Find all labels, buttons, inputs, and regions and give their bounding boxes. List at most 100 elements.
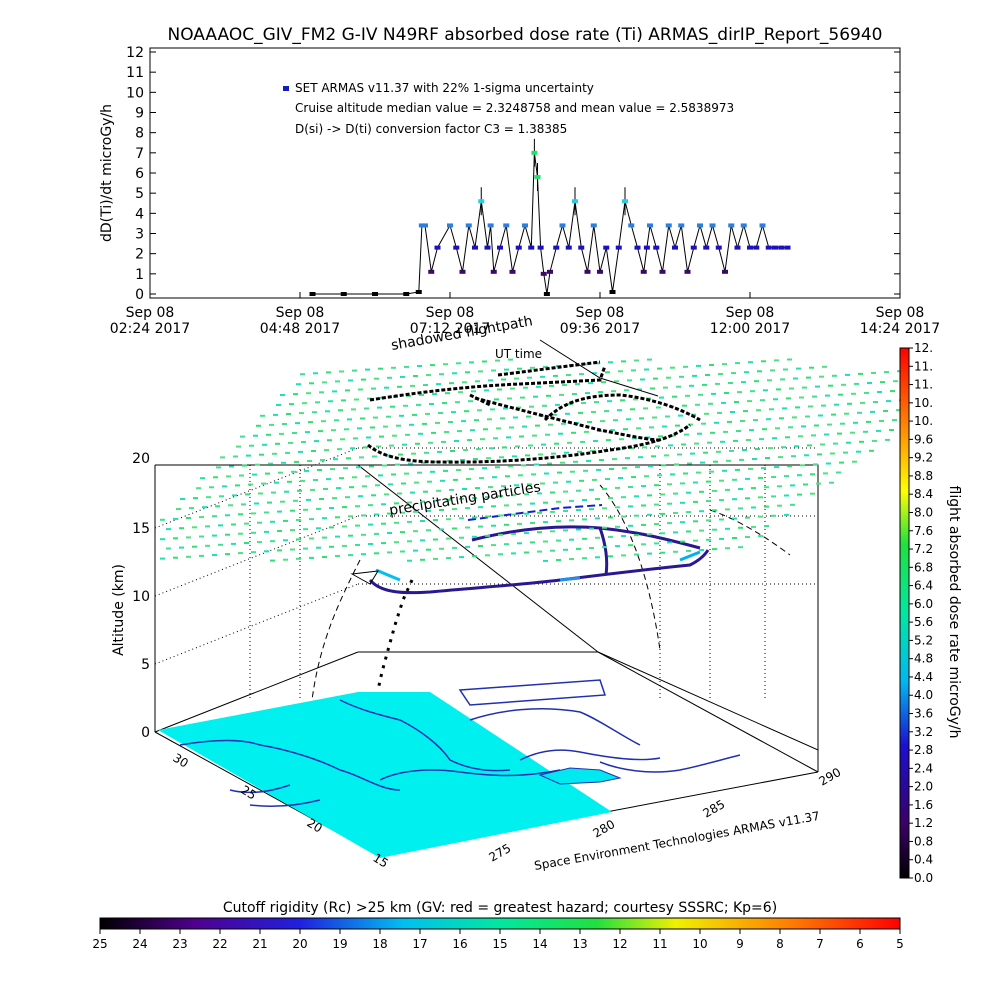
- particle-dash: [407, 501, 412, 504]
- particle-dash: [283, 539, 288, 542]
- colorbar-vertical-tick-label: 5.2: [914, 633, 933, 647]
- colorbar-horizontal-tick-label: 14: [532, 937, 547, 951]
- dose-point: [684, 269, 691, 274]
- particle-dash: [173, 537, 178, 540]
- particle-dash: [297, 489, 302, 492]
- particle-dash: [641, 543, 646, 546]
- particle-dash: [730, 411, 735, 413]
- particle-dash: [483, 428, 488, 431]
- particle-dash: [407, 559, 412, 562]
- y-tick-label: 0: [135, 287, 144, 303]
- particle-dash: [564, 451, 569, 454]
- particle-dash: [429, 403, 434, 405]
- particle-dash: [659, 396, 664, 399]
- particle-dash: [251, 531, 256, 534]
- particle-dash: [732, 537, 737, 539]
- particle-dash: [712, 509, 717, 512]
- particle-dash: [799, 396, 804, 399]
- particle-dash: [199, 554, 204, 557]
- particle-dash: [596, 468, 601, 471]
- particle-dash: [592, 478, 597, 481]
- particle-dash: [496, 427, 501, 430]
- particle-dash: [628, 505, 633, 508]
- particle-dash: [296, 557, 301, 560]
- particle-dash: [293, 499, 298, 502]
- particle-dash: [702, 383, 707, 386]
- particle-dash: [499, 456, 504, 459]
- particle-dash: [857, 411, 862, 414]
- particle-dash: [569, 558, 574, 561]
- particle-dash: [693, 539, 698, 542]
- particle-dash: [318, 430, 323, 433]
- particle-dash: [283, 558, 288, 561]
- particle-dash: [883, 410, 888, 412]
- particle-dash: [673, 512, 678, 514]
- particle-dash: [779, 417, 784, 420]
- particle-dash: [316, 546, 321, 549]
- particle-dash: [639, 417, 644, 420]
- particle-dash: [270, 559, 275, 562]
- colorbar-horizontal-tick-label: 7: [816, 937, 824, 951]
- particle-dash: [226, 475, 231, 478]
- colorbar-vertical-tick-label: 2.4: [914, 761, 933, 775]
- particle-dash: [516, 406, 521, 409]
- particle-dash: [530, 541, 535, 544]
- particle-dash: [628, 524, 633, 527]
- particle-dash: [701, 422, 706, 425]
- particle-dash: [543, 365, 548, 368]
- particle-dash: [605, 371, 610, 374]
- particle-dash: [412, 413, 417, 416]
- altitude-tick-label: 5: [141, 657, 150, 673]
- particle-dash: [487, 418, 492, 421]
- particle-dash: [377, 406, 382, 409]
- particle-dash: [504, 504, 509, 507]
- particle-dash: [391, 473, 396, 476]
- particle-dash: [316, 527, 321, 530]
- particle-dash: [812, 395, 817, 398]
- particle-dash: [719, 499, 724, 502]
- y-tick-label: 3: [135, 227, 144, 243]
- chart-title: NOAAAOC_GIV_FM2 G-IV N49RF absorbed dose…: [168, 25, 883, 45]
- particle-dash: [345, 389, 350, 392]
- particle-dash: [334, 419, 339, 422]
- particle-dash: [309, 518, 314, 521]
- particle-dash: [785, 436, 790, 439]
- particle-dash: [376, 445, 381, 448]
- particle-dash: [329, 545, 334, 548]
- particle-dash: [548, 423, 553, 426]
- particle-dash: [494, 398, 499, 401]
- particle-dash: [186, 517, 191, 519]
- particle-dash: [462, 488, 467, 490]
- particle-dash: [879, 420, 884, 422]
- particle-dash: [379, 435, 384, 438]
- particle-dash: [864, 391, 869, 394]
- x-tick-label-date: Sep 08: [726, 305, 775, 321]
- particle-dash: [781, 446, 786, 449]
- particle-dash: [508, 358, 513, 361]
- particle-dash: [228, 504, 233, 507]
- particle-dash: [769, 408, 774, 411]
- particle-dash: [577, 450, 582, 453]
- particle-dash: [651, 455, 656, 458]
- particle-dash: [819, 375, 824, 378]
- particle-dash: [736, 430, 741, 432]
- particle-dash: [886, 400, 891, 403]
- particle-dash: [316, 507, 321, 510]
- longitude-tick-label: 280: [591, 817, 618, 841]
- particle-dash: [775, 427, 780, 430]
- particle-dash: [642, 446, 647, 449]
- dose-point: [428, 269, 435, 274]
- particle-dash: [892, 419, 897, 422]
- legend-line-2: Cruise altitude median value = 2.3248758…: [295, 101, 734, 115]
- particle-dash: [638, 456, 643, 459]
- particle-dash: [563, 529, 568, 532]
- particle-dash: [552, 413, 557, 416]
- particle-dash: [225, 514, 230, 517]
- particle-dash: [219, 495, 224, 498]
- particle-dash: [397, 385, 402, 388]
- y-tick-label: 1: [135, 267, 144, 283]
- particle-dash: [485, 496, 490, 499]
- particle-dash: [827, 423, 832, 426]
- particle-dash: [335, 516, 340, 519]
